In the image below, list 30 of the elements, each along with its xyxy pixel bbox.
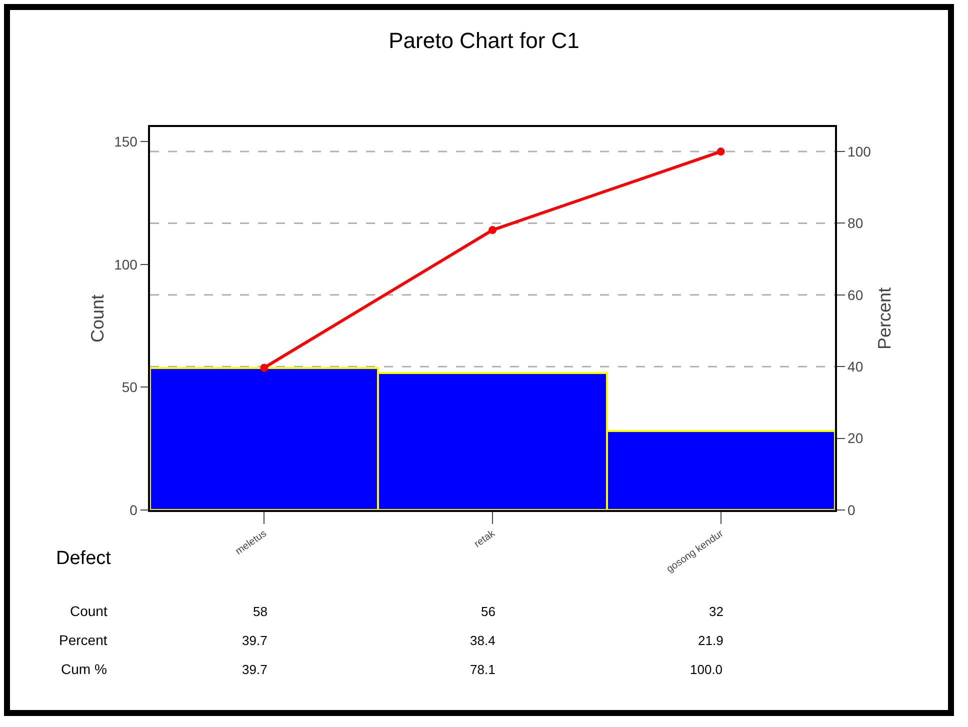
data-label: 58 bbox=[253, 604, 268, 619]
point bbox=[260, 364, 268, 372]
data-label: 100.0 bbox=[690, 662, 723, 677]
y-tick-label: 50 bbox=[122, 379, 138, 396]
y2-tick-label: 100 bbox=[848, 143, 872, 160]
data-label: 78.1 bbox=[470, 662, 496, 677]
data-label: 56 bbox=[481, 604, 496, 619]
y-tick-label: 100 bbox=[114, 256, 138, 272]
point bbox=[716, 148, 725, 156]
y2-axis-title: Percent bbox=[874, 287, 894, 350]
y2-tick-label: 80 bbox=[848, 215, 864, 232]
text: 38.4 bbox=[470, 633, 496, 648]
data-label: 32 bbox=[709, 604, 724, 619]
y2-tick-label: 0 bbox=[848, 502, 856, 518]
text: Cum % bbox=[61, 661, 107, 677]
text: Count bbox=[70, 603, 108, 619]
text: Percent bbox=[59, 632, 108, 648]
y2-tick-label: 60 bbox=[848, 286, 864, 303]
y-tick-label: 150 bbox=[114, 134, 138, 150]
x-axis-title: Defect bbox=[56, 548, 112, 569]
y2-tick-label: 20 bbox=[848, 430, 864, 446]
chart-title: Pareto Chart for C1 bbox=[388, 28, 580, 54]
data-label: 39.7 bbox=[242, 662, 268, 677]
y-tick-label: 0 bbox=[130, 502, 138, 518]
text: 39.7 bbox=[242, 633, 268, 648]
text: 21.9 bbox=[698, 633, 724, 648]
y2-tick-label: 40 bbox=[848, 358, 864, 375]
y-axis-title: Count bbox=[88, 294, 108, 343]
x-tick-label: retak bbox=[472, 528, 498, 550]
point bbox=[488, 226, 496, 234]
